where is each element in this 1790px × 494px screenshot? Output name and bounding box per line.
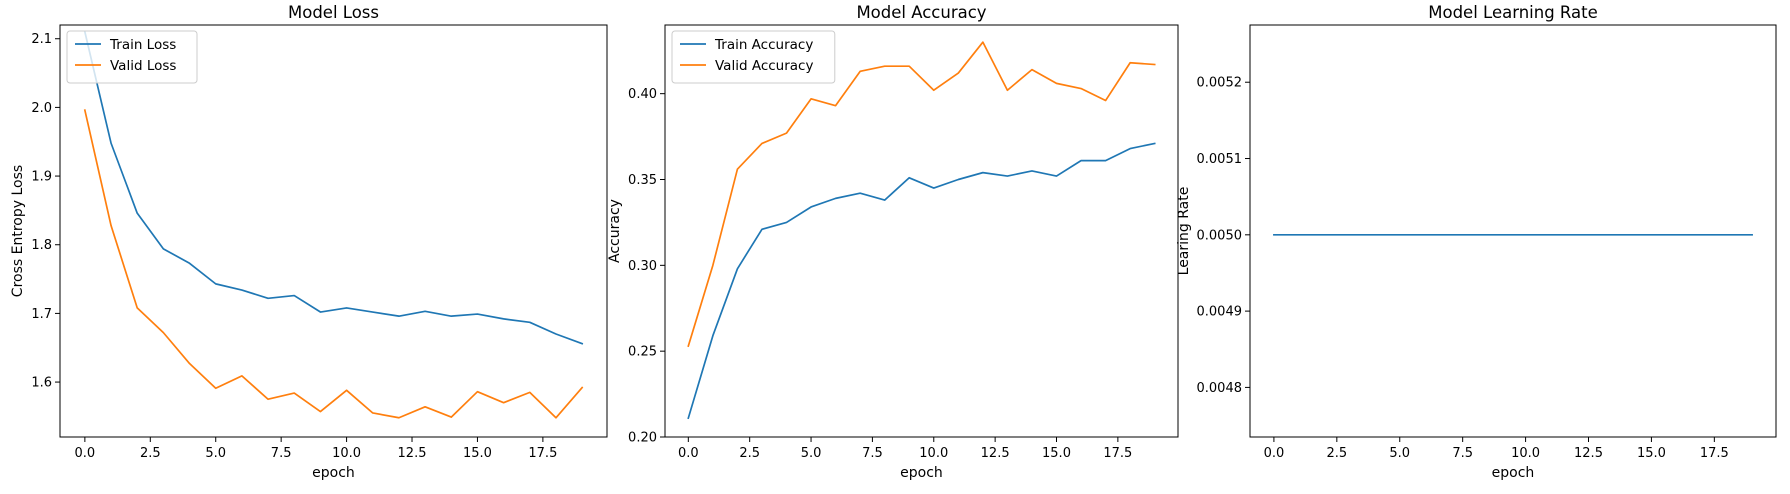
x-axis-label: epoch	[900, 465, 943, 481]
y-tick-label: 1.7	[31, 307, 52, 322]
y-tick-label: 2.0	[31, 101, 52, 116]
series-line-1	[687, 142, 1156, 420]
x-axis-label: epoch	[1492, 465, 1535, 481]
plot-area	[1250, 25, 1776, 437]
chart-title: Model Accuracy	[856, 3, 986, 22]
axes-frame	[664, 24, 1179, 438]
legend: Train Accuracy Valid Accuracy	[671, 30, 836, 84]
legend-label: Valid Loss	[110, 58, 176, 74]
chart-panel-1: 0.0 2.5 5.0 7.5 10.0 12.5 15.0 17.5 1.6 1.7 1.8 1.9…	[10, 3, 608, 481]
x-tick-label: 10.0	[1511, 446, 1540, 461]
y-tick-label: 0.20	[628, 431, 657, 446]
x-tick-label: 12.5	[981, 446, 1010, 461]
x-tick-label: 12.5	[398, 446, 427, 461]
y-axis-label: Learing Rate	[1176, 187, 1192, 276]
chart-title: Model Loss	[288, 3, 379, 22]
y-axis-label: Cross Entropy Loss	[10, 165, 26, 297]
x-tick-label: 0.0	[1264, 446, 1285, 461]
y-tick-label: 0.0051	[1197, 152, 1243, 167]
y-tick-label: 0.40	[628, 87, 657, 102]
chart-panel-2: 0.0 2.5 5.0 7.5 10.0 12.5 15.0 17.5 0.20 0.25 0.30…	[607, 3, 1179, 481]
x-tick-label: 10.0	[919, 446, 948, 461]
y-tick-label: 1.9	[31, 170, 52, 185]
y-tick-label: 2.1	[31, 32, 52, 47]
x-tick-label: 15.0	[1042, 446, 1071, 461]
x-tick-label: 0.0	[678, 446, 699, 461]
legend-label: Train Loss	[109, 37, 176, 53]
legend-label: Train Accuracy	[714, 37, 813, 53]
legend: Train Loss Valid Loss	[66, 30, 198, 84]
x-tick-label: 17.5	[1700, 446, 1729, 461]
x-tick-label: 7.5	[862, 446, 883, 461]
x-tick-label: 5.0	[801, 446, 822, 461]
y-axis-label: Accuracy	[607, 199, 623, 263]
x-tick-label: 2.5	[1326, 446, 1347, 461]
x-tick-label: 12.5	[1574, 446, 1603, 461]
series-line-2	[687, 41, 1156, 348]
plot-area	[60, 25, 607, 437]
y-tick-label: 0.0052	[1197, 76, 1243, 91]
chart-panel-3: 0.0 2.5 5.0 7.5 10.0 12.5 15.0 17.5 0.0048 0.0049…	[1176, 3, 1777, 481]
y-tick-label: 0.35	[628, 173, 657, 188]
x-tick-label: 2.5	[140, 446, 161, 461]
y-tick-label: 1.6	[31, 376, 52, 391]
x-axis-label: epoch	[312, 465, 355, 481]
chart-title: Model Learning Rate	[1428, 3, 1598, 22]
x-tick-label: 17.5	[528, 446, 557, 461]
series-line-2	[83, 109, 584, 419]
y-tick-label: 0.0048	[1197, 381, 1243, 396]
y-tick-label: 0.30	[628, 259, 657, 274]
x-tick-label: 7.5	[1452, 446, 1473, 461]
x-tick-label: 10.0	[332, 446, 361, 461]
x-tick-label: 5.0	[205, 446, 226, 461]
y-tick-label: 0.25	[628, 345, 657, 360]
y-tick-label: 0.0049	[1197, 305, 1243, 320]
y-tick-label: 0.0050	[1197, 228, 1243, 243]
legend-box	[671, 30, 836, 84]
axes-frame	[1249, 24, 1777, 438]
plot-area	[665, 25, 1178, 437]
axes-frame	[59, 24, 608, 438]
x-tick-label: 2.5	[739, 446, 760, 461]
x-tick-label: 7.5	[271, 446, 292, 461]
x-tick-label: 5.0	[1389, 446, 1410, 461]
x-tick-label: 17.5	[1103, 446, 1132, 461]
x-tick-label: 0.0	[75, 446, 96, 461]
y-tick-label: 1.8	[31, 238, 52, 253]
series-line-1	[83, 30, 584, 345]
legend-label: Valid Accuracy	[715, 58, 813, 74]
x-tick-label: 15.0	[1637, 446, 1666, 461]
x-tick-label: 15.0	[463, 446, 492, 461]
